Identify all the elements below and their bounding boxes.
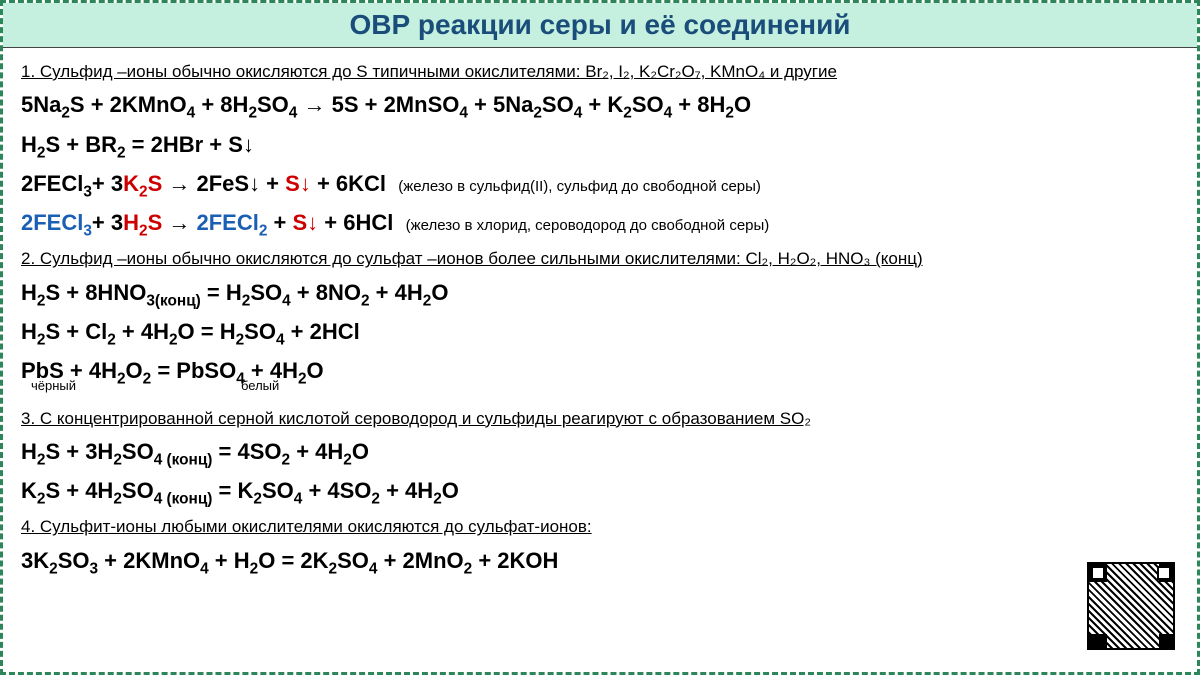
section-2-header: 2. Сульфид –ионы обычно окисляются до су… (21, 246, 1179, 272)
note-3: (железо в сульфид(II), сульфид до свобод… (398, 178, 761, 195)
equation-4: 2FECl3+ 3H2S → 2FECl2 + S↓ + 6HCl (желез… (21, 206, 1179, 243)
qr-code (1087, 562, 1175, 650)
section-3-header: 3. С концентрированной серной кислотой с… (21, 406, 1179, 432)
content-area: 1. Сульфид –ионы обычно окисляются до S … (3, 48, 1197, 591)
title-bar: ОВР реакции серы и её соединений (3, 3, 1197, 48)
equation-9: K2S + 4H2SO4 (конц) = K2SO4 + 4SO2 + 4H2… (21, 474, 1179, 511)
label-white: белый (241, 376, 279, 396)
equation-3: 2FECl3+ 3K2S → 2FeS↓ + S↓ + 6KCl (железо… (21, 167, 1179, 204)
section-4-header: 4. Сульфит-ионы любыми окислителями окис… (21, 514, 1179, 540)
page-title: ОВР реакции серы и её соединений (349, 9, 850, 41)
equation-5: H2S + 8HNO3(конц) = H2SO4 + 8NO2 + 4H2O (21, 276, 1179, 313)
equation-6: H2S + Cl2 + 4H2O = H2SO4 + 2HCl (21, 315, 1179, 352)
section-1-header: 1. Сульфид –ионы обычно окисляются до S … (21, 59, 1179, 85)
equation-10: 3K2SO3 + 2KMnO4 + H2O = 2K2SO4 + 2MnO2 +… (21, 544, 1179, 581)
note-4: (железо в хлорид, сероводород до свободн… (406, 217, 770, 234)
equation-7: PbS + 4H2O2 = PbSO4 + 4H2O чёрный белый (21, 354, 1179, 391)
label-black: чёрный (31, 376, 76, 396)
equation-2: H2S + BR2 = 2HBr + S↓ (21, 128, 1179, 165)
equation-8: H2S + 3H2SO4 (конц) = 4SO2 + 4H2O (21, 435, 1179, 472)
equation-1: 5Na2S + 2KMnO4 + 8H2SO4 → 5S + 2MnSO4 + … (21, 88, 1179, 125)
